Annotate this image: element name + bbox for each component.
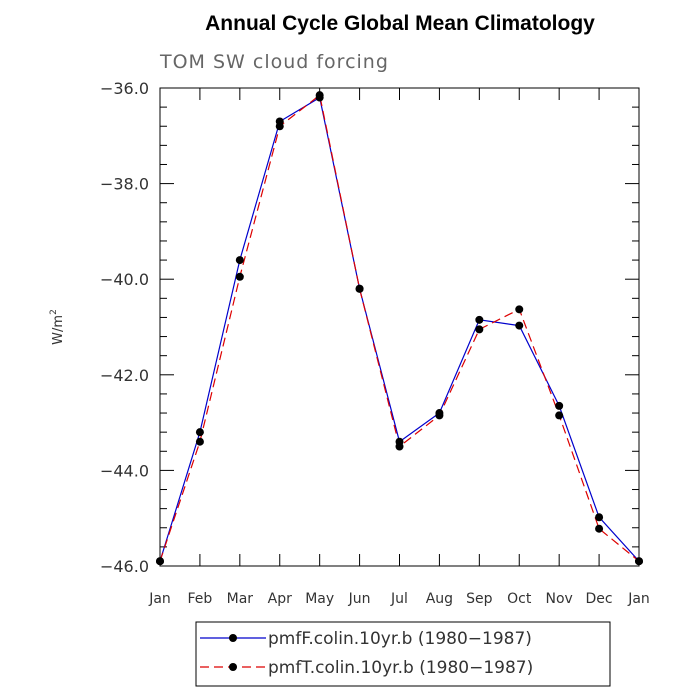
data-point-series-2 — [635, 557, 643, 566]
data-point-series-2 — [195, 437, 204, 446]
data-point-series-1 — [195, 428, 204, 437]
data-point-series-2 — [315, 91, 324, 100]
data-point-series-2 — [355, 284, 364, 293]
y-tick-label: −46.0 — [100, 557, 149, 576]
data-point-series-1 — [595, 513, 604, 522]
data-point-series-2 — [156, 557, 164, 566]
x-tick-label: Jan — [148, 591, 171, 607]
data-point-series-2 — [475, 325, 484, 334]
y-tick-label: −42.0 — [100, 366, 149, 385]
series-line-2 — [159, 94, 640, 562]
x-tick-label: Aug — [426, 591, 453, 607]
data-point-series-1 — [515, 321, 524, 330]
legend-marker-series-1 — [229, 634, 237, 642]
y-tick-label: −38.0 — [100, 175, 149, 194]
y-axis-label: W/m2 — [49, 309, 66, 345]
series-layer — [156, 91, 643, 566]
series-line-1 — [159, 96, 640, 562]
x-tick-label: Jul — [390, 591, 408, 607]
x-tick-label: Dec — [586, 591, 613, 607]
data-point-series-2 — [395, 442, 404, 451]
legend-label-series-2: pmfT.colin.10yr.b (1980−1987) — [268, 658, 533, 678]
y-axis-label-unit: W/m — [51, 315, 66, 345]
x-tick-label: May — [305, 591, 334, 607]
chart-title: Annual Cycle Global Mean Climatology — [205, 12, 595, 35]
x-axis-ticks: Jan Feb Mar Apr May Jun Jul Aug Sep Oct Nov Dec Jan — [148, 88, 650, 607]
x-tick-label: Oct — [507, 591, 532, 607]
y-tick-label: −40.0 — [100, 270, 149, 289]
x-tick-label: Nov — [546, 591, 573, 607]
x-tick-label: Jun — [348, 591, 371, 607]
data-point-series-2 — [515, 305, 524, 314]
data-point-series-1 — [475, 315, 484, 324]
data-point-series-2 — [595, 524, 604, 533]
legend-box — [195, 621, 611, 687]
x-tick-label: Mar — [227, 591, 254, 607]
y-axis-ticks: −46.0 −44.0 −42.0 −40.0 −38.0 −36.0 — [100, 79, 639, 576]
y-axis-label-exponent: 2 — [49, 309, 59, 315]
chart-subtitle: TOM SW cloud forcing — [159, 51, 389, 73]
x-tick-label: Feb — [188, 591, 213, 607]
legend-label-series-1: pmfF.colin.10yr.b (1980−1987) — [268, 629, 532, 649]
data-point-series-1 — [555, 401, 564, 410]
data-point-series-2 — [555, 411, 564, 420]
plot-frame — [159, 87, 640, 567]
data-point-series-2 — [435, 411, 444, 420]
data-point-series-2 — [235, 272, 244, 281]
y-tick-label: −44.0 — [100, 461, 149, 480]
legend-marker-series-2 — [229, 663, 237, 671]
legend: pmfF.colin.10yr.b (1980−1987) pmfT.colin… — [195, 621, 611, 687]
x-tick-label: Sep — [466, 591, 493, 607]
data-point-series-2 — [275, 122, 284, 131]
x-tick-label: Apr — [268, 591, 292, 607]
x-tick-label: Jan — [627, 591, 650, 607]
y-tick-label: −36.0 — [100, 79, 149, 98]
data-point-series-1 — [235, 256, 244, 265]
